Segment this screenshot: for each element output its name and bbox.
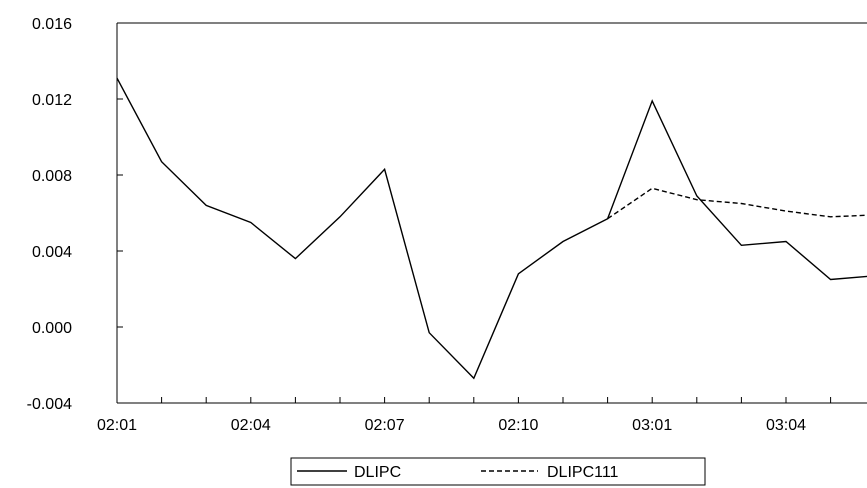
y-tick-label: 0.000 bbox=[32, 320, 72, 337]
y-axis: -0.004 0.000 0.004 0.008 0.012 0.016 bbox=[27, 16, 123, 413]
series-line-dlipc111 bbox=[607, 187, 867, 220]
x-tick-label: 02:10 bbox=[498, 417, 538, 434]
legend-label-dlipc: DLIPC bbox=[354, 464, 401, 481]
x-tick-label: 03:01 bbox=[632, 417, 672, 434]
y-tick-label: 0.008 bbox=[32, 168, 72, 185]
x-tick-label: 02:04 bbox=[231, 417, 271, 434]
y-tick-label: 0.016 bbox=[32, 16, 72, 33]
x-axis: 02:01 02:04 02:07 02:10 03:01 03:04 bbox=[97, 397, 832, 434]
plot-frame bbox=[116, 22, 867, 404]
x-tick-label: 02:07 bbox=[365, 417, 405, 434]
y-tick-label: 0.004 bbox=[32, 244, 72, 261]
x-tick-label: 02:01 bbox=[97, 417, 137, 434]
legend-label-dlipc111: DLIPC111 bbox=[547, 464, 619, 481]
y-tick-label: 0.012 bbox=[32, 92, 72, 109]
x-tick-label: 03:04 bbox=[766, 417, 806, 434]
series-line-dlipc bbox=[116, 77, 867, 380]
y-tick-label: -0.004 bbox=[27, 396, 72, 413]
legend: DLIPC DLIPC111 bbox=[290, 457, 706, 486]
series-layer bbox=[116, 77, 867, 380]
